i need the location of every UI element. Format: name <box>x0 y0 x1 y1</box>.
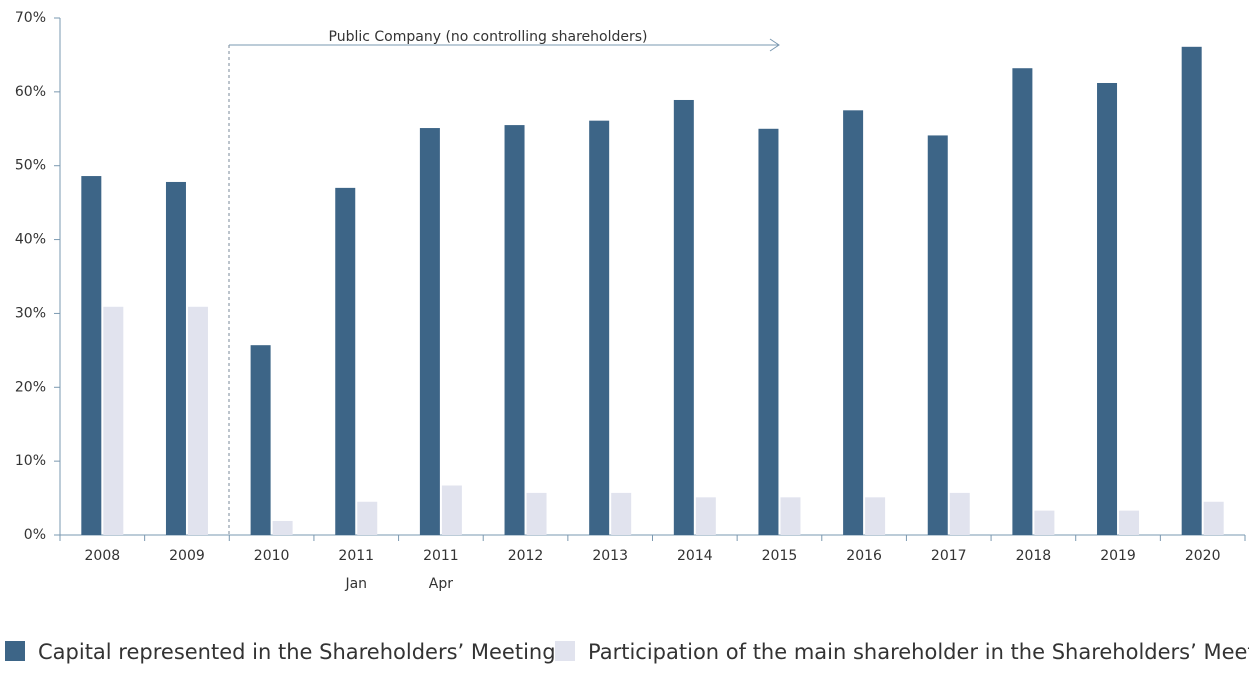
bar <box>673 99 694 535</box>
x-tick-label: 2010 <box>254 548 290 564</box>
bar <box>187 306 208 535</box>
x-tick-label: 2015 <box>762 548 798 564</box>
x-tick-label: 2011 <box>423 548 459 564</box>
bar <box>81 176 102 535</box>
x-tick-label: 2012 <box>508 548 544 564</box>
bar <box>865 497 886 535</box>
x-tick-label: Jan <box>344 576 367 592</box>
bar <box>335 187 356 535</box>
bar <box>1181 46 1202 535</box>
bar <box>250 345 271 535</box>
bar <box>758 128 779 536</box>
bar <box>504 125 525 535</box>
bar <box>103 306 124 535</box>
y-tick-label: 50% <box>15 158 46 174</box>
bar <box>1119 510 1140 535</box>
bar <box>357 501 378 535</box>
bar <box>1203 501 1224 535</box>
bar <box>165 181 186 535</box>
bar <box>611 492 632 535</box>
bar <box>526 492 547 535</box>
x-tick-label: 2014 <box>677 548 713 564</box>
bar <box>843 110 864 536</box>
x-tick-label: 2016 <box>846 548 882 564</box>
y-tick-label: 70% <box>15 10 46 26</box>
y-tick-label: 10% <box>15 453 46 469</box>
x-tick-label: 2013 <box>592 548 628 564</box>
legend-swatch <box>555 641 575 661</box>
x-tick-label: 2008 <box>85 548 121 564</box>
bar <box>1012 68 1033 536</box>
y-tick-label: 20% <box>15 379 46 395</box>
legend-label: Capital represented in the Shareholders’… <box>38 640 556 664</box>
x-tick-label: 2018 <box>1016 548 1052 564</box>
bar <box>272 520 293 535</box>
bar <box>419 128 440 535</box>
y-tick-label: 0% <box>24 527 46 543</box>
bar <box>1097 82 1118 535</box>
bar <box>441 485 462 535</box>
x-tick-label: Apr <box>429 576 453 592</box>
bar <box>927 135 948 535</box>
x-tick-label: 2017 <box>931 548 967 564</box>
x-tick-label: 2009 <box>169 548 205 564</box>
arrow-head <box>769 38 780 52</box>
y-tick-label: 40% <box>15 232 46 248</box>
annotation: Public Company (no controlling sharehold… <box>329 29 648 45</box>
bar <box>780 497 801 535</box>
x-tick-label: 2011 <box>338 548 374 564</box>
bar <box>1034 510 1055 535</box>
bar <box>695 497 716 535</box>
y-tick-label: 60% <box>15 84 46 100</box>
y-tick-label: 30% <box>15 305 46 321</box>
x-tick-label: 2019 <box>1100 548 1136 564</box>
bar <box>949 492 970 535</box>
x-tick-label: 2020 <box>1185 548 1221 564</box>
legend-label: Participation of the main shareholder in… <box>588 640 1249 664</box>
bar <box>589 120 610 535</box>
legend-swatch <box>5 641 25 661</box>
